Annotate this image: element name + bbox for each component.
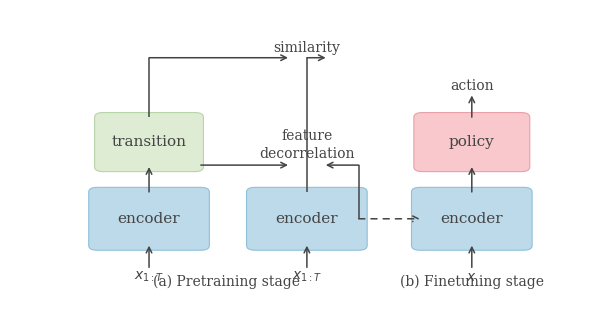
Text: similarity: similarity [274,41,340,55]
Text: (a) Pretraining stage: (a) Pretraining stage [153,275,300,289]
FancyBboxPatch shape [412,187,532,250]
Text: $x$: $x$ [466,270,477,284]
FancyBboxPatch shape [414,113,530,172]
Text: (b) Finetuning stage: (b) Finetuning stage [400,275,544,289]
Text: encoder: encoder [275,212,338,226]
Text: encoder: encoder [440,212,503,226]
Text: action: action [450,79,494,93]
Text: encoder: encoder [118,212,181,226]
FancyBboxPatch shape [89,187,209,250]
FancyBboxPatch shape [247,187,367,250]
Text: $x_{1:T}$: $x_{1:T}$ [134,270,164,284]
Text: $x_{1:T}$: $x_{1:T}$ [292,270,322,284]
Text: feature
decorrelation: feature decorrelation [259,129,354,161]
Text: policy: policy [449,135,495,149]
FancyBboxPatch shape [95,113,204,172]
Text: transition: transition [111,135,187,149]
